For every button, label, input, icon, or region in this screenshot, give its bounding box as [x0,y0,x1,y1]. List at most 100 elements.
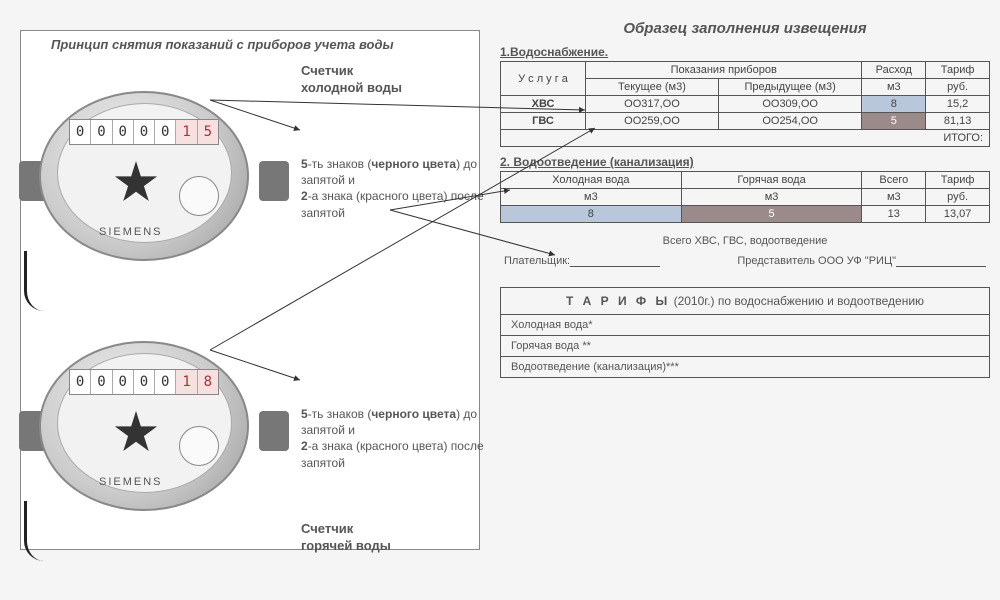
th-total-unit: м3 [862,189,926,206]
table-row: ХВС ОО317,ОО ОО309,ОО 8 15,2 [501,96,990,113]
digit: 0 [155,120,176,144]
instr-num: 2 [301,439,308,453]
th-service: У с л у г а [501,62,586,96]
digit: 0 [113,370,134,394]
section-1-title: 1.Водоснабжение. [500,45,990,59]
table-row: 8 5 13 13,07 [501,206,990,223]
cell-curr: ОО317,ОО [586,96,719,113]
digit: 0 [134,120,155,144]
section-2-title: 2. Водоотведение (канализация) [500,155,990,169]
digit: 0 [70,120,91,144]
hot-label-line2: горячей воды [301,538,391,553]
th-readings: Показания приборов [586,62,862,79]
th-total: Всего [862,172,926,189]
cell-curr: ОО259,ОО [586,113,719,130]
digit: 0 [70,370,91,394]
cell-cold: 8 [501,206,682,223]
tarif-head-year: (2010г.) [670,294,718,308]
table-row-total: ИТОГО: [501,130,990,147]
instr-num: 5 [301,407,308,421]
meter-brand: SIEMENS [99,226,163,238]
cell-svc: ГВС [501,113,586,130]
digit: 0 [91,370,112,394]
instr-bold: черного цвета [371,407,456,421]
tariffs-header: Т А Р И Ф Ы (2010г.) по водоснабжению и … [501,288,989,315]
meter-pipe-right [259,411,289,451]
hot-meter-label: Счетчик горячей воды [301,521,391,555]
th-cons-unit: м3 [862,79,926,96]
digit: 0 [91,120,112,144]
instr-text: -а знака (красного цвета) после запятой [301,439,484,469]
instr-bold: черного цвета [371,157,456,171]
meter-cable [24,501,44,561]
cell-tarif: 15,2 [926,96,990,113]
signature-line [896,255,986,267]
instruction-hot: 5-ть знаков (черного цвета) до запятой и… [301,406,491,471]
cold-meter-label: Счетчик холодной воды [301,63,402,97]
left-title: Принцип снятия показаний с приборов учет… [51,37,394,52]
tarif-head-bold: Т А Р И Ф Ы [566,294,670,308]
digit: 0 [155,370,176,394]
th-unit: м3 [681,189,862,206]
cell-cons: 8 [862,96,926,113]
meter-pipe-right [259,161,289,201]
digit-red: 1 [176,370,197,394]
instr-num: 2 [301,189,308,203]
signature-row: Плательщик: Представитель ООО УФ "РИЦ" [500,255,990,267]
drainage-table: Холодная вода Горячая вода Всего Тариф м… [500,171,990,223]
cell-cons: 5 [862,113,926,130]
th-cons: Расход [862,62,926,79]
digit: 0 [134,370,155,394]
th-tarif-unit: руб. [926,79,990,96]
table-row: ГВС ОО259,ОО ОО254,ОО 5 81,13 [501,113,990,130]
summary-line: Всего ХВС, ГВС, водоотведение [500,235,990,247]
meter-cable [24,251,44,311]
cold-water-meter: 0 0 0 0 0 1 5 SIEMENS [29,81,279,281]
th-cold: Холодная вода [501,172,682,189]
th-hot: Горячая вода [681,172,862,189]
tarif-row: Холодная вода* [501,315,989,336]
payer-label: Плательщик: [504,255,660,267]
tarif-row: Горячая вода ** [501,336,989,357]
instr-num: 5 [301,157,308,171]
cell-tarif: 13,07 [926,206,990,223]
left-panel: Принцип снятия показаний с приборов учет… [20,30,480,550]
cell-prev: ОО254,ОО [718,113,862,130]
th-tarif: Тариф [926,62,990,79]
rep-text: Представитель ООО УФ "РИЦ" [737,255,896,267]
th-curr: Текущее (м3) [586,79,719,96]
right-title: Образец заполнения извещения [500,20,990,37]
cell-tarif: 81,13 [926,113,990,130]
meter-subdial [179,176,219,216]
cell-svc: ХВС [501,96,586,113]
water-supply-table: У с л у г а Показания приборов Расход Та… [500,61,990,147]
tarif-row: Водоотведение (канализация)*** [501,357,989,377]
payer-text: Плательщик: [504,255,570,267]
th-tarif: Тариф [926,172,990,189]
meter-brand: SIEMENS [99,476,163,488]
th-unit: м3 [501,189,682,206]
th-tarif-unit: руб. [926,189,990,206]
digit-red: 1 [176,120,197,144]
hot-water-meter: 0 0 0 0 0 1 8 SIEMENS [29,331,279,531]
instr-text: -ть знаков ( [308,407,372,421]
rep-label: Представитель ООО УФ "РИЦ" [737,255,986,267]
cell-total: 13 [862,206,926,223]
cell-hot: 5 [681,206,862,223]
cold-label-line1: Счетчик [301,63,353,78]
meter-subdial [179,426,219,466]
tarif-head-rest: по водоснабжению и водоотведению [718,294,924,308]
cold-label-line2: холодной воды [301,80,402,95]
digit-red: 5 [198,120,218,144]
instr-text: -ть знаков ( [308,157,372,171]
tariffs-box: Т А Р И Ф Ы (2010г.) по водоснабжению и … [500,287,990,378]
th-prev: Предыдущее (м3) [718,79,862,96]
cell-prev: ОО309,ОО [718,96,862,113]
signature-line [570,255,660,267]
hot-label-line1: Счетчик [301,521,353,536]
cold-meter-digits: 0 0 0 0 0 1 5 [69,119,219,145]
cell-itogo: ИТОГО: [501,130,990,147]
digit: 0 [113,120,134,144]
instr-text: -а знака (красного цвета) после запятой [301,189,484,219]
digit-red: 8 [198,370,218,394]
